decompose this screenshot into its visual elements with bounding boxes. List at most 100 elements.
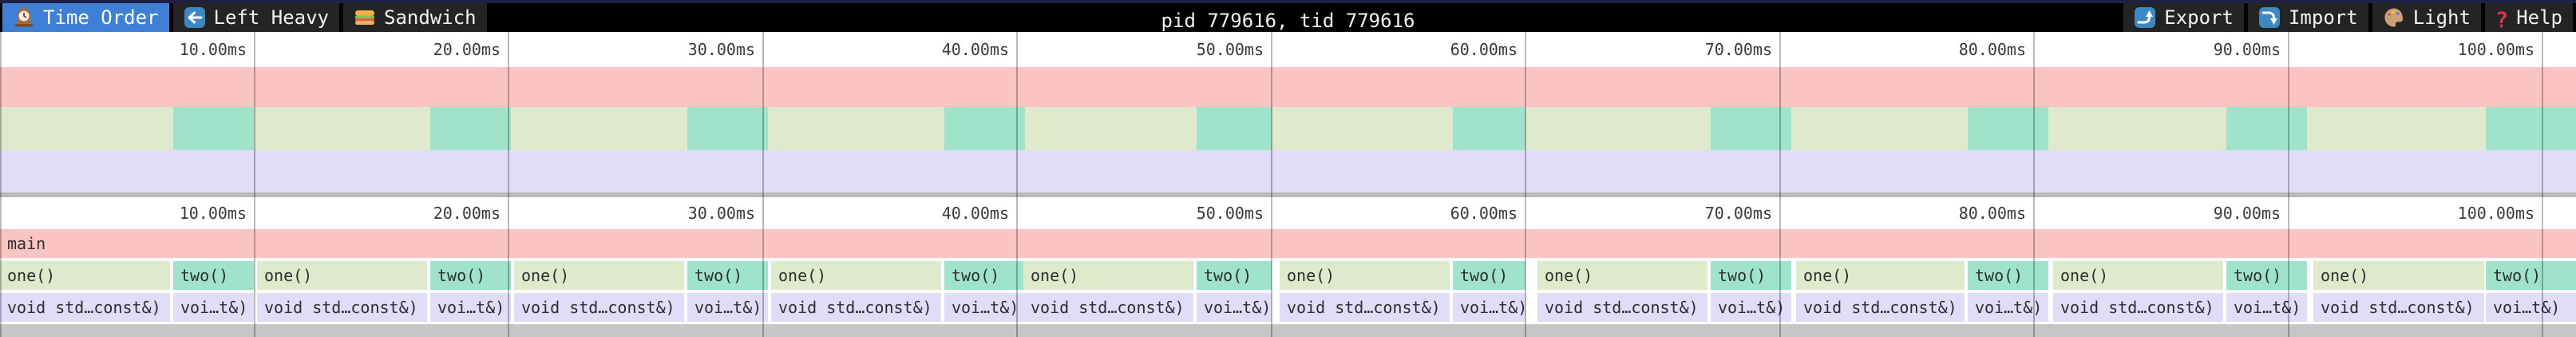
tab-sandwich[interactable]: Sandwich bbox=[343, 3, 487, 32]
tab-left-heavy[interactable]: Left Heavy bbox=[172, 3, 339, 32]
minimap-band-one-two bbox=[0, 107, 2576, 150]
frame-main[interactable]: main bbox=[0, 229, 2576, 258]
frame-two[interactable]: two() bbox=[173, 261, 254, 290]
frame-one[interactable]: one() bbox=[2053, 261, 2223, 290]
toolbar-actions: Export Import bbox=[2123, 3, 2576, 33]
frame-label: main bbox=[7, 234, 46, 253]
frame-one-child[interactable]: void std…const&) bbox=[2313, 293, 2484, 322]
export-button[interactable]: Export bbox=[2123, 3, 2244, 32]
minimap-two-segment bbox=[430, 107, 511, 150]
time-tick-label: 20.00ms bbox=[433, 204, 501, 223]
frame-two[interactable]: two() bbox=[2226, 261, 2307, 290]
action-label: Help bbox=[2516, 6, 2562, 29]
frame-two-child[interactable]: voi…t&) bbox=[687, 293, 768, 322]
minimap-two-segment bbox=[1711, 107, 1791, 150]
palette-icon bbox=[2383, 6, 2405, 29]
frame-one-child[interactable]: void std…const&) bbox=[514, 293, 684, 322]
frame-one[interactable]: one() bbox=[771, 261, 941, 290]
minimap-two-segment bbox=[687, 107, 768, 150]
frame-two-child[interactable]: voi…t&) bbox=[944, 293, 1025, 322]
frame-one-child[interactable]: void std…const&) bbox=[2053, 293, 2223, 322]
frame-one-child[interactable]: void std…const&) bbox=[1023, 293, 1193, 322]
frame-two[interactable]: two() bbox=[430, 261, 511, 290]
frame-one[interactable]: one() bbox=[0, 261, 170, 290]
tab-label: Left Heavy bbox=[213, 6, 330, 29]
time-tick-label: 100.00ms bbox=[2457, 204, 2534, 223]
time-tick-label: 10.00ms bbox=[179, 204, 247, 223]
frame-two-child[interactable]: voi…t&) bbox=[173, 293, 254, 322]
action-label: Export bbox=[2164, 6, 2234, 29]
frame-two[interactable]: two() bbox=[1197, 261, 1272, 290]
frame-two-child[interactable]: voi…t&) bbox=[1711, 293, 1791, 322]
frame-two-child[interactable]: voi…t&) bbox=[2226, 293, 2307, 322]
flamechart-time-axis: 10.00ms 20.00ms 30.00ms 40.00ms 50.00ms 60.00… bbox=[0, 197, 2576, 229]
frame-two[interactable]: two() bbox=[2486, 261, 2576, 290]
frame-two[interactable]: two() bbox=[1711, 261, 1791, 290]
frame-two[interactable]: two() bbox=[944, 261, 1025, 290]
frame-one[interactable]: one() bbox=[257, 261, 427, 290]
minimap-two-segment bbox=[1968, 107, 2048, 150]
toolbar: Time Order Left Heavy bbox=[0, 0, 2576, 33]
minimap-two-segment bbox=[1453, 107, 1525, 150]
time-tick-label: 90.00ms bbox=[2213, 204, 2281, 223]
action-label: Light bbox=[2412, 6, 2471, 29]
frame-row-children: void std…const&) voi…t&) void std…const&) v… bbox=[0, 293, 2576, 322]
tab-label: Time Order bbox=[43, 6, 159, 29]
time-tick-label: 50.00ms bbox=[1196, 40, 1264, 59]
time-tick-label: 60.00ms bbox=[1450, 204, 1518, 223]
frame-one[interactable]: one() bbox=[1537, 261, 1707, 290]
frame-one-child[interactable]: void std…const&) bbox=[0, 293, 170, 322]
minimap-band-children bbox=[0, 150, 2576, 192]
question-mark-icon: ? bbox=[2495, 8, 2509, 33]
frame-one[interactable]: one() bbox=[1280, 261, 1450, 290]
frame-one-child[interactable]: void std…const&) bbox=[257, 293, 427, 322]
frame-two-child[interactable]: voi…t&) bbox=[1453, 293, 1525, 322]
frame-one-child[interactable]: void std…const&) bbox=[771, 293, 941, 322]
time-tick-label: 70.00ms bbox=[1704, 204, 1772, 223]
frame-two-child[interactable]: voi…t&) bbox=[1968, 293, 2048, 322]
theme-toggle-button[interactable]: Light bbox=[2372, 3, 2481, 32]
profile-title: pid 779616, tid 779616 bbox=[1161, 10, 1415, 32]
frame-two[interactable]: two() bbox=[687, 261, 768, 290]
tab-label: Sandwich bbox=[384, 6, 477, 29]
help-button[interactable]: ? Help bbox=[2484, 3, 2573, 33]
time-tick-label: 80.00ms bbox=[1958, 204, 2026, 223]
import-button[interactable]: Import bbox=[2247, 3, 2368, 32]
frame-one[interactable]: one() bbox=[514, 261, 684, 290]
left-arrow-icon bbox=[184, 6, 206, 29]
time-tick-label: 80.00ms bbox=[1958, 40, 2026, 59]
view-tabs: Time Order Left Heavy bbox=[0, 3, 487, 32]
time-tick-label: 70.00ms bbox=[1704, 40, 1772, 59]
frame-one-child[interactable]: void std…const&) bbox=[1537, 293, 1707, 322]
sandwich-icon bbox=[354, 6, 376, 29]
frame-two-child[interactable]: voi…t&) bbox=[2486, 293, 2576, 322]
time-tick-label: 40.00ms bbox=[941, 40, 1009, 59]
time-tick-label: 40.00ms bbox=[941, 204, 1009, 223]
frame-two-child[interactable]: voi…t&) bbox=[430, 293, 511, 322]
frame-one[interactable]: one() bbox=[1023, 261, 1193, 290]
frame-one-child[interactable]: void std…const&) bbox=[1280, 293, 1450, 322]
minimap-two-segment bbox=[2226, 107, 2307, 150]
frame-one[interactable]: one() bbox=[1796, 261, 1965, 290]
minimap-band-main bbox=[0, 67, 2576, 107]
time-tick-label: 30.00ms bbox=[687, 204, 755, 223]
time-tick-label: 20.00ms bbox=[433, 40, 501, 59]
arrow-curve-down-icon bbox=[2258, 6, 2281, 29]
frame-one[interactable]: one() bbox=[2313, 261, 2484, 290]
time-tick-label: 90.00ms bbox=[2213, 40, 2281, 59]
mantel-clock-icon bbox=[13, 6, 35, 29]
frame-two-child[interactable]: voi…t&) bbox=[1197, 293, 1272, 322]
empty-canvas bbox=[0, 324, 2576, 337]
frame-one-child[interactable]: void std…const&) bbox=[1796, 293, 1965, 322]
minimap-time-axis: 10.00ms 20.00ms 30.00ms 40.00ms 50.00ms 60.00… bbox=[0, 32, 2576, 67]
tab-time-order[interactable]: Time Order bbox=[2, 3, 169, 32]
minimap-two-segment bbox=[944, 107, 1025, 150]
frame-two[interactable]: two() bbox=[1453, 261, 1525, 290]
time-tick-label: 100.00ms bbox=[2457, 40, 2534, 59]
frame-two[interactable]: two() bbox=[1968, 261, 2048, 290]
time-tick-label: 10.00ms bbox=[179, 40, 247, 59]
time-tick-label: 60.00ms bbox=[1450, 40, 1518, 59]
frame-row-one-two: one() two() one() two() one() two() one() two()… bbox=[0, 261, 2576, 290]
action-label: Import bbox=[2288, 6, 2358, 29]
